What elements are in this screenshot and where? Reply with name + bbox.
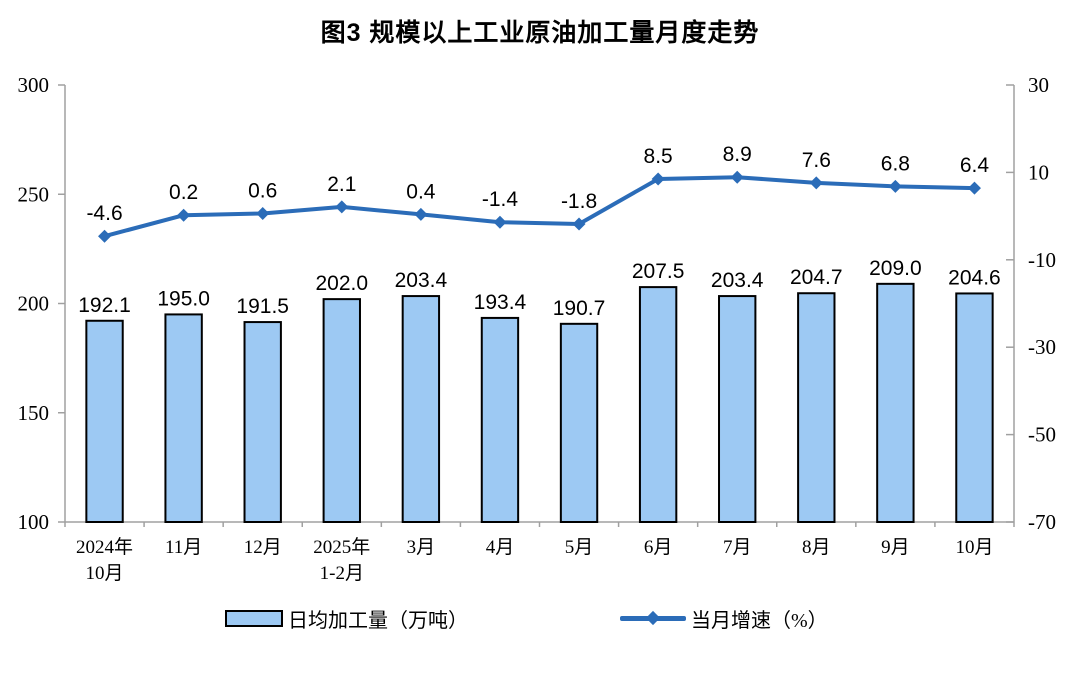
bar: [876, 282, 915, 523]
line-value-label: -1.4: [482, 188, 519, 211]
legend: 日均加工量（万吨） 当月增速（%）: [0, 604, 1080, 632]
line-series: [102, 175, 977, 239]
line-value-label: -1.8: [561, 190, 597, 213]
bar: [638, 286, 678, 523]
bar-value-label: 203.4: [395, 269, 448, 292]
bar: [480, 316, 520, 523]
line-value-label: 8.9: [723, 143, 752, 166]
x-axis-label-line: 9月: [881, 537, 910, 558]
line-series-swatch-icon: [620, 610, 686, 626]
bar: [401, 295, 441, 524]
line-marker-icon: [177, 208, 191, 222]
line-marker-icon: [967, 181, 981, 195]
y-axis-left-label: 100: [18, 510, 50, 534]
x-axis-label: 7月: [723, 537, 752, 558]
line-marker-icon: [730, 170, 744, 184]
line-value-label: -4.6: [86, 202, 122, 225]
x-axis-label: 10月: [955, 537, 993, 558]
y-axis-right-label: -10: [1028, 248, 1056, 272]
legend-item-bar: 日均加工量（万吨）: [225, 604, 468, 632]
line-value-label: 2.1: [327, 173, 356, 196]
x-axis-label: 6月: [644, 537, 673, 558]
y-axis-left-label: 250: [18, 182, 50, 206]
bar-value-label: 202.0: [316, 272, 369, 295]
x-axis-label: 12月: [244, 537, 282, 558]
line-marker-icon: [98, 229, 112, 243]
x-axis-label: 3月: [407, 537, 436, 558]
x-axis-label-line: 10月: [955, 537, 993, 558]
bar-value-label: 191.5: [236, 295, 289, 318]
line-value-label: 7.6: [802, 149, 831, 172]
bar: [955, 292, 994, 523]
x-axis-label: 5月: [565, 537, 594, 558]
chart-canvas: 300 250 200 150 100 30 10 -10 -30 -50 -70 192.1 195.…: [18, 73, 1057, 584]
x-axis-label: 8月: [802, 537, 831, 558]
bar: [164, 313, 203, 523]
bar: [85, 319, 124, 523]
y-axis-right-label: -70: [1028, 510, 1056, 534]
legend-label-line: 当月增速（%）: [691, 609, 828, 632]
bar-value-label: 207.5: [632, 260, 685, 283]
x-axis-label-line: 8月: [802, 537, 831, 558]
bar: [718, 295, 757, 524]
line-marker-icon: [256, 206, 270, 220]
line-marker-icon: [809, 176, 823, 190]
x-axis-label-line: 4月: [486, 537, 515, 558]
x-axis-label-line: 7月: [723, 537, 752, 558]
bar-value-label: 209.0: [869, 257, 922, 280]
y-axis-left-label: 150: [18, 401, 50, 425]
bar-value-label: 195.0: [157, 287, 210, 310]
line-value-label: 0.2: [169, 181, 198, 204]
bar: [559, 322, 599, 523]
line-value-label: 0.4: [406, 180, 436, 203]
bar: [322, 298, 361, 523]
bar: [797, 292, 836, 523]
legend-label-bar: 日均加工量（万吨）: [288, 609, 468, 632]
chart-title: 图3 规模以上工业原油加工量月度走势: [320, 19, 760, 47]
line-value-label: 0.6: [248, 179, 277, 202]
line-value-label: 6.8: [881, 152, 910, 175]
line-swatch-diamond: [645, 610, 661, 626]
x-axis-label: 9月: [881, 537, 910, 558]
y-axis-left-label: 200: [18, 292, 50, 316]
line-marker-icon: [888, 179, 902, 193]
y-axis-right-label: -30: [1028, 335, 1056, 359]
legend-item-line: 当月增速（%）: [620, 604, 828, 632]
bar-series-swatch-icon: [225, 609, 283, 627]
x-axis-label-line: 10月: [86, 563, 124, 584]
line-marker-icon: [493, 215, 507, 229]
line-value-label: 8.5: [644, 145, 673, 168]
bar: [243, 321, 282, 524]
x-axis-label: 2025年 1-2月: [313, 536, 370, 584]
bar-value-label: 204.7: [790, 266, 843, 289]
x-axis-label: 2024年 10月: [76, 536, 133, 584]
x-axis-label-line: 3月: [407, 537, 436, 558]
y-axis-left-label: 300: [18, 73, 50, 97]
y-axis-right-label: -50: [1028, 423, 1056, 447]
line-value-label: 6.4: [960, 154, 990, 177]
line-marker-icon: [414, 207, 428, 221]
x-axis-label-line: 1-2月: [320, 563, 364, 584]
x-axis-label: 11月: [165, 537, 202, 558]
bar-value-label: 193.4: [474, 291, 527, 314]
bar-value-label: 203.4: [711, 269, 764, 292]
x-axis-label: 4月: [486, 537, 515, 558]
x-axis-label-line: 2025年: [313, 536, 370, 558]
bar-value-label: 190.7: [553, 297, 606, 320]
x-axis-label-line: 2024年: [76, 536, 133, 558]
line-marker-icon: [335, 200, 349, 214]
y-axis-right-label: 10: [1028, 160, 1049, 184]
x-axis-label-line: 12月: [244, 537, 282, 558]
line-marker-icon: [572, 217, 586, 231]
line-marker-icon: [651, 172, 665, 186]
y-axis-right-label: 30: [1028, 73, 1049, 97]
x-axis-label-line: 5月: [565, 537, 594, 558]
bar-value-label: 192.1: [78, 294, 131, 317]
bar-value-label: 204.6: [948, 266, 1001, 289]
x-axis-label-line: 11月: [165, 537, 202, 558]
x-axis-label-line: 6月: [644, 537, 673, 558]
